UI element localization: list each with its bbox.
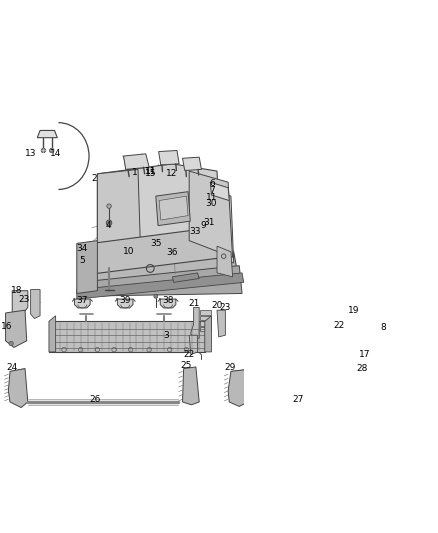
Text: 31: 31 xyxy=(203,219,215,227)
Text: 18: 18 xyxy=(11,286,22,295)
Text: 15: 15 xyxy=(145,169,156,179)
Polygon shape xyxy=(97,164,220,244)
Circle shape xyxy=(344,372,348,376)
Text: 24: 24 xyxy=(6,363,18,372)
Circle shape xyxy=(49,148,54,153)
Polygon shape xyxy=(12,290,28,316)
Polygon shape xyxy=(189,171,233,257)
Polygon shape xyxy=(117,299,133,308)
Polygon shape xyxy=(159,196,188,220)
Polygon shape xyxy=(37,131,57,138)
Polygon shape xyxy=(217,310,226,337)
Text: 36: 36 xyxy=(167,248,178,257)
Polygon shape xyxy=(124,154,149,169)
Text: 14: 14 xyxy=(50,149,61,158)
Polygon shape xyxy=(344,372,362,408)
Polygon shape xyxy=(159,150,179,165)
Text: 38: 38 xyxy=(162,296,174,305)
Text: 21: 21 xyxy=(188,299,199,308)
Text: 3: 3 xyxy=(163,330,169,340)
Text: 9: 9 xyxy=(200,221,206,230)
Polygon shape xyxy=(159,299,176,308)
Circle shape xyxy=(107,204,111,208)
Text: 26: 26 xyxy=(89,395,100,403)
Polygon shape xyxy=(77,273,244,299)
Circle shape xyxy=(9,341,13,346)
Text: 37: 37 xyxy=(77,296,88,305)
Text: 6: 6 xyxy=(209,180,215,188)
Text: 17: 17 xyxy=(359,350,370,359)
Polygon shape xyxy=(173,273,199,282)
Polygon shape xyxy=(92,227,226,274)
Polygon shape xyxy=(251,316,257,345)
Polygon shape xyxy=(339,327,350,351)
Text: 11: 11 xyxy=(145,167,156,176)
Text: 5: 5 xyxy=(79,256,85,264)
Polygon shape xyxy=(191,308,199,340)
Circle shape xyxy=(41,148,46,153)
Polygon shape xyxy=(31,289,40,319)
Polygon shape xyxy=(339,352,359,378)
Text: 33: 33 xyxy=(190,227,201,236)
Text: 25: 25 xyxy=(180,361,191,370)
Text: 11: 11 xyxy=(206,193,217,203)
Text: 12: 12 xyxy=(166,169,177,179)
Polygon shape xyxy=(183,367,199,405)
Text: 7: 7 xyxy=(209,186,215,195)
Text: 23: 23 xyxy=(19,295,30,304)
Text: 22: 22 xyxy=(334,321,345,330)
Text: 29: 29 xyxy=(224,363,236,372)
Text: 34: 34 xyxy=(76,245,88,254)
Text: 30: 30 xyxy=(206,199,217,208)
Text: 20: 20 xyxy=(211,301,223,310)
Polygon shape xyxy=(228,370,247,407)
Bar xyxy=(200,316,212,320)
Polygon shape xyxy=(210,182,229,200)
Text: 35: 35 xyxy=(150,239,162,248)
Text: 8: 8 xyxy=(380,324,386,333)
Text: 4: 4 xyxy=(106,221,111,230)
Polygon shape xyxy=(81,252,239,290)
Text: 10: 10 xyxy=(123,247,134,256)
Polygon shape xyxy=(183,157,201,171)
Polygon shape xyxy=(217,246,233,277)
Text: 11: 11 xyxy=(145,167,156,176)
Bar xyxy=(200,321,212,326)
Text: 13: 13 xyxy=(25,149,37,158)
Text: 19: 19 xyxy=(348,306,359,314)
Polygon shape xyxy=(328,316,334,345)
Polygon shape xyxy=(189,335,198,354)
Text: 2: 2 xyxy=(92,174,97,183)
Text: 28: 28 xyxy=(356,364,367,373)
Bar xyxy=(200,327,212,332)
Polygon shape xyxy=(97,169,140,244)
Polygon shape xyxy=(8,369,28,408)
Polygon shape xyxy=(205,316,212,352)
Polygon shape xyxy=(74,299,90,308)
Text: 39: 39 xyxy=(120,296,131,305)
Text: 22: 22 xyxy=(184,350,195,359)
Circle shape xyxy=(106,220,112,225)
Text: 1: 1 xyxy=(132,168,138,176)
Polygon shape xyxy=(339,299,350,325)
Polygon shape xyxy=(49,316,56,352)
Polygon shape xyxy=(78,265,242,296)
Text: 16: 16 xyxy=(1,322,12,332)
Polygon shape xyxy=(156,192,190,225)
Circle shape xyxy=(154,294,158,298)
Text: 27: 27 xyxy=(292,395,304,403)
Polygon shape xyxy=(49,321,205,352)
Bar xyxy=(200,310,212,314)
Polygon shape xyxy=(6,310,27,348)
Polygon shape xyxy=(77,240,97,294)
Polygon shape xyxy=(200,185,234,263)
Text: 23: 23 xyxy=(220,303,231,312)
Polygon shape xyxy=(251,321,328,345)
